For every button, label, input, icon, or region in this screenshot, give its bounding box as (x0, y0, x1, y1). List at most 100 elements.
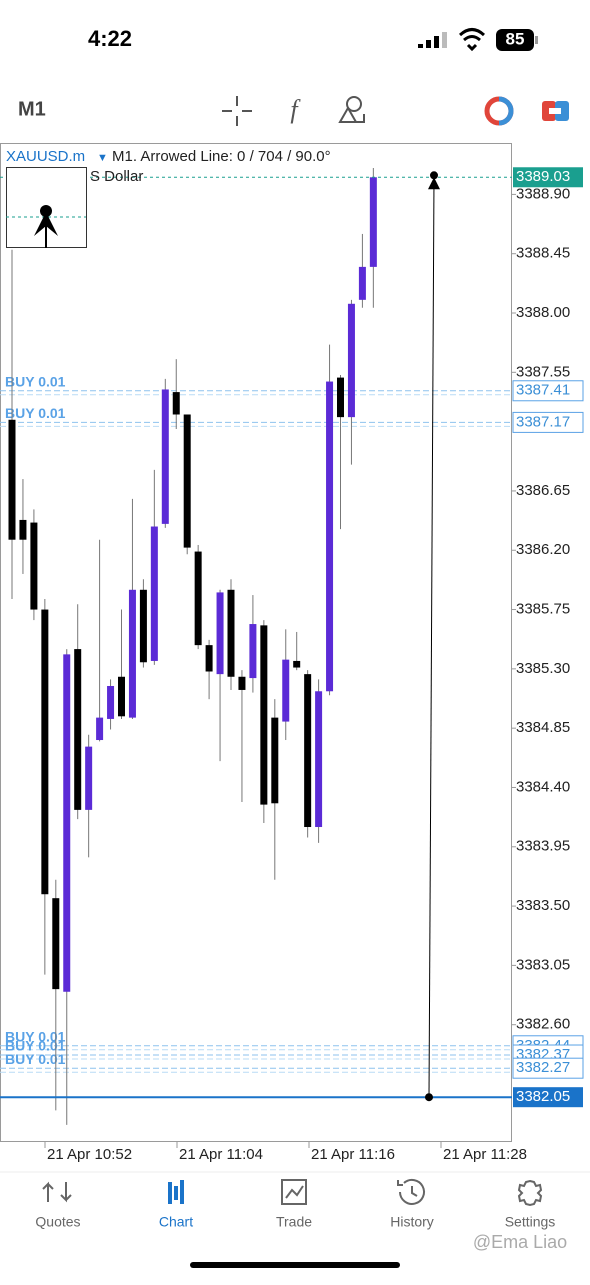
tab-icon (168, 1180, 184, 1204)
order-label: BUY 0.01 (5, 1028, 66, 1044)
candle-body (74, 649, 82, 810)
tab[interactable]: Quotes (35, 1181, 81, 1230)
tab-icon (281, 1179, 307, 1205)
watermark: @Ema Liao (473, 1232, 567, 1252)
y-tick-label: 3386.20 (516, 541, 570, 558)
chart-title: M1. Arrowed Line: 0 / 704 / 90.0° (112, 148, 331, 165)
x-tick-label: 21 Apr 10:52 (47, 1146, 132, 1163)
candle-body (107, 685, 115, 719)
order-price-box (512, 1057, 584, 1079)
order-label: BUY 0.01 (5, 405, 66, 421)
indicator-tool[interactable]: f (290, 95, 301, 124)
candle-body (271, 717, 279, 804)
arrowed-line (428, 177, 435, 1098)
tab-bar: Quotes Chart Trade History Settings (35, 1178, 556, 1230)
candle-body (85, 746, 93, 810)
y-tick-label: 3383.05 (516, 956, 570, 973)
hline-box (513, 1087, 583, 1108)
object-preview (6, 167, 87, 248)
order-price: 3387.17 (516, 413, 570, 430)
objects-tool[interactable] (338, 96, 365, 123)
tab-label: History (390, 1214, 434, 1230)
y-tick-label: 3385.30 (516, 660, 570, 677)
clock: 4:22 (88, 26, 132, 51)
plot: 3388.90 3388.45 3388.00 3387.55 3386.65 3386.… (0, 167, 584, 1163)
symbol[interactable]: XAUUSD.m (6, 148, 85, 165)
candle-body (249, 624, 257, 679)
candle-body (96, 717, 104, 741)
candle-body (282, 659, 290, 722)
crosshair-tool[interactable] (222, 96, 252, 126)
y-tick-label: 3386.65 (516, 482, 570, 499)
order-price-box (512, 380, 584, 402)
candle-body (315, 691, 323, 828)
candle-body (194, 551, 202, 646)
candle-body (52, 898, 60, 990)
oneclick-tool[interactable] (542, 101, 569, 121)
home-indicator (190, 1262, 400, 1268)
trade-tool[interactable] (484, 96, 514, 126)
candle-body (128, 589, 136, 718)
candle-body (150, 526, 158, 661)
candle-body (358, 266, 366, 300)
y-tick-label: 3388.90 (516, 185, 570, 202)
order-label: BUY 0.01 (5, 373, 66, 389)
candle-body (8, 419, 16, 540)
tab-icon (42, 1181, 72, 1203)
tab-label: Chart (159, 1214, 193, 1230)
tab[interactable]: Chart (159, 1180, 193, 1230)
x-tick-label: 21 Apr 11:28 (443, 1146, 527, 1163)
candle-body (41, 609, 49, 895)
candle-body (293, 660, 301, 668)
candle-body (183, 414, 191, 548)
chart-subtitle: S Dollar (90, 168, 143, 185)
y-tick-label: 3388.45 (516, 245, 570, 262)
hline-price: 3382.05 (516, 1088, 570, 1105)
timeframe[interactable]: M1 (18, 98, 46, 120)
bid-box (513, 167, 583, 188)
y-tick-label: 3384.85 (516, 719, 570, 736)
tab[interactable]: History (390, 1178, 434, 1230)
y-tick-label: 3384.40 (516, 778, 570, 795)
candle-body (19, 519, 27, 540)
candle-body (172, 392, 180, 415)
order-price: 3382.27 (516, 1059, 570, 1076)
chart-frame (0, 143, 512, 1142)
candle-body (161, 389, 169, 524)
battery (496, 29, 534, 51)
order-label: BUY 0.01 (5, 1038, 66, 1054)
order-price-box (512, 411, 584, 433)
y-tick-label: 3388.00 (516, 304, 570, 321)
y-tick-label: 3383.50 (516, 897, 570, 914)
x-tick-label: 21 Apr 11:16 (311, 1146, 395, 1163)
candle-body (347, 303, 355, 418)
order-price: 3387.41 (516, 382, 570, 399)
candle-body (205, 645, 213, 672)
candle-body (118, 676, 125, 717)
y-tick-label: 3383.95 (516, 838, 570, 855)
symbol-menu[interactable]: ▼ (97, 152, 108, 164)
candle-body (216, 592, 224, 675)
tab-icon (517, 1179, 543, 1207)
bid-price: 3389.03 (516, 168, 570, 185)
battery-level: 85 (506, 29, 525, 48)
candle-body (369, 177, 377, 267)
tab-icon (397, 1178, 425, 1205)
candle-body (139, 589, 147, 663)
tab-label: Trade (276, 1214, 312, 1230)
candle-body (326, 381, 334, 692)
y-tick-label: 3385.75 (516, 601, 570, 618)
candle-body (304, 674, 312, 828)
candle-body (238, 676, 246, 690)
tab[interactable]: Trade (276, 1179, 312, 1230)
y-tick-label: 3387.55 (516, 363, 570, 380)
candle-body (63, 654, 71, 992)
arrow-end (430, 171, 438, 180)
candle-body (227, 589, 235, 677)
arrow-head (428, 177, 440, 190)
tab[interactable]: Settings (505, 1179, 556, 1230)
candle-body (30, 522, 38, 610)
y-tick-label: 3382.60 (516, 1016, 570, 1033)
